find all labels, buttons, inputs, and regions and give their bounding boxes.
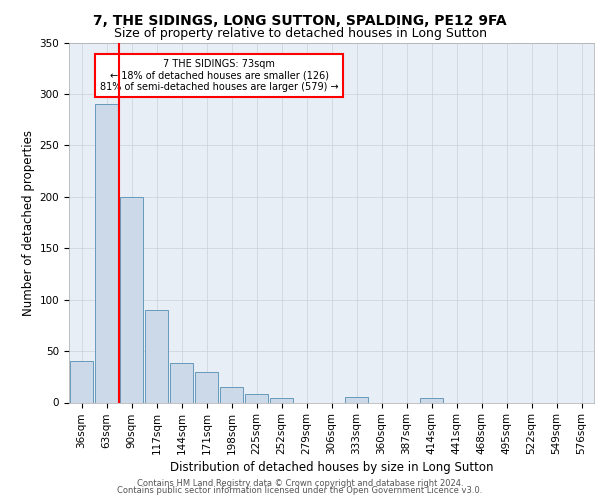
Bar bbox=[145, 310, 169, 402]
Bar bbox=[170, 364, 193, 403]
Text: Size of property relative to detached houses in Long Sutton: Size of property relative to detached ho… bbox=[113, 28, 487, 40]
Bar bbox=[220, 387, 244, 402]
Bar bbox=[269, 398, 293, 402]
Bar bbox=[70, 362, 94, 403]
Text: 7, THE SIDINGS, LONG SUTTON, SPALDING, PE12 9FA: 7, THE SIDINGS, LONG SUTTON, SPALDING, P… bbox=[93, 14, 507, 28]
Text: Contains HM Land Registry data © Crown copyright and database right 2024.: Contains HM Land Registry data © Crown c… bbox=[137, 478, 463, 488]
Bar bbox=[194, 372, 218, 402]
Bar bbox=[344, 398, 368, 402]
Y-axis label: Number of detached properties: Number of detached properties bbox=[22, 130, 35, 316]
Bar bbox=[119, 197, 143, 402]
X-axis label: Distribution of detached houses by size in Long Sutton: Distribution of detached houses by size … bbox=[170, 462, 493, 474]
Bar bbox=[245, 394, 268, 402]
Bar bbox=[419, 398, 443, 402]
Bar bbox=[95, 104, 118, 403]
Text: 7 THE SIDINGS: 73sqm
← 18% of detached houses are smaller (126)
81% of semi-deta: 7 THE SIDINGS: 73sqm ← 18% of detached h… bbox=[100, 59, 338, 92]
Text: Contains public sector information licensed under the Open Government Licence v3: Contains public sector information licen… bbox=[118, 486, 482, 495]
